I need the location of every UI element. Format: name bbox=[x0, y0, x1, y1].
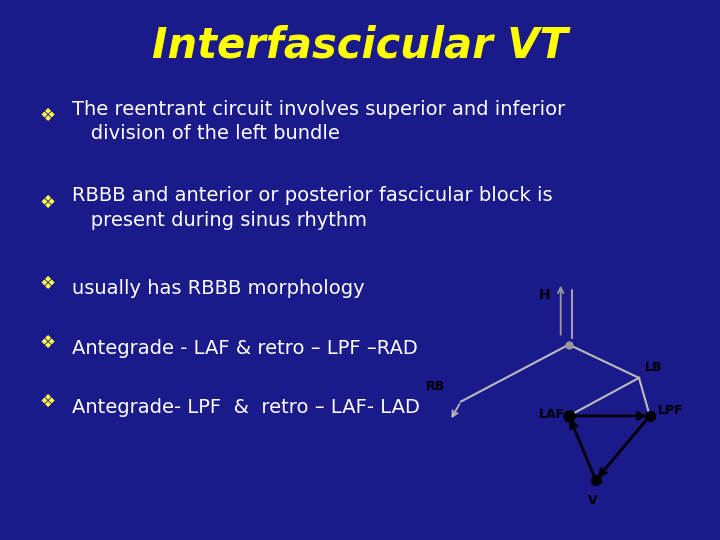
Text: The reentrant circuit involves superior and inferior
   division of the left bun: The reentrant circuit involves superior … bbox=[72, 100, 565, 143]
Text: H: H bbox=[539, 288, 550, 302]
Text: ❖: ❖ bbox=[40, 193, 55, 212]
Text: ❖: ❖ bbox=[40, 393, 55, 411]
Text: V: V bbox=[588, 494, 598, 507]
Text: ❖: ❖ bbox=[40, 274, 55, 293]
Text: Interfascicular VT: Interfascicular VT bbox=[152, 25, 568, 67]
Text: Antegrade - LAF & retro – LPF –RAD: Antegrade - LAF & retro – LPF –RAD bbox=[72, 339, 418, 358]
Text: ❖: ❖ bbox=[40, 334, 55, 352]
Text: RB: RB bbox=[426, 380, 444, 393]
Text: usually has RBBB morphology: usually has RBBB morphology bbox=[72, 279, 364, 299]
Text: RBBB and anterior or posterior fascicular block is
   present during sinus rhyth: RBBB and anterior or posterior fascicula… bbox=[72, 186, 553, 230]
Text: Antegrade- LPF  &  retro – LAF- LAD: Antegrade- LPF & retro – LAF- LAD bbox=[72, 398, 420, 417]
Text: LAF: LAF bbox=[539, 408, 565, 421]
Text: LB: LB bbox=[644, 361, 662, 374]
Text: LPF: LPF bbox=[658, 403, 683, 416]
Text: ❖: ❖ bbox=[40, 107, 55, 125]
